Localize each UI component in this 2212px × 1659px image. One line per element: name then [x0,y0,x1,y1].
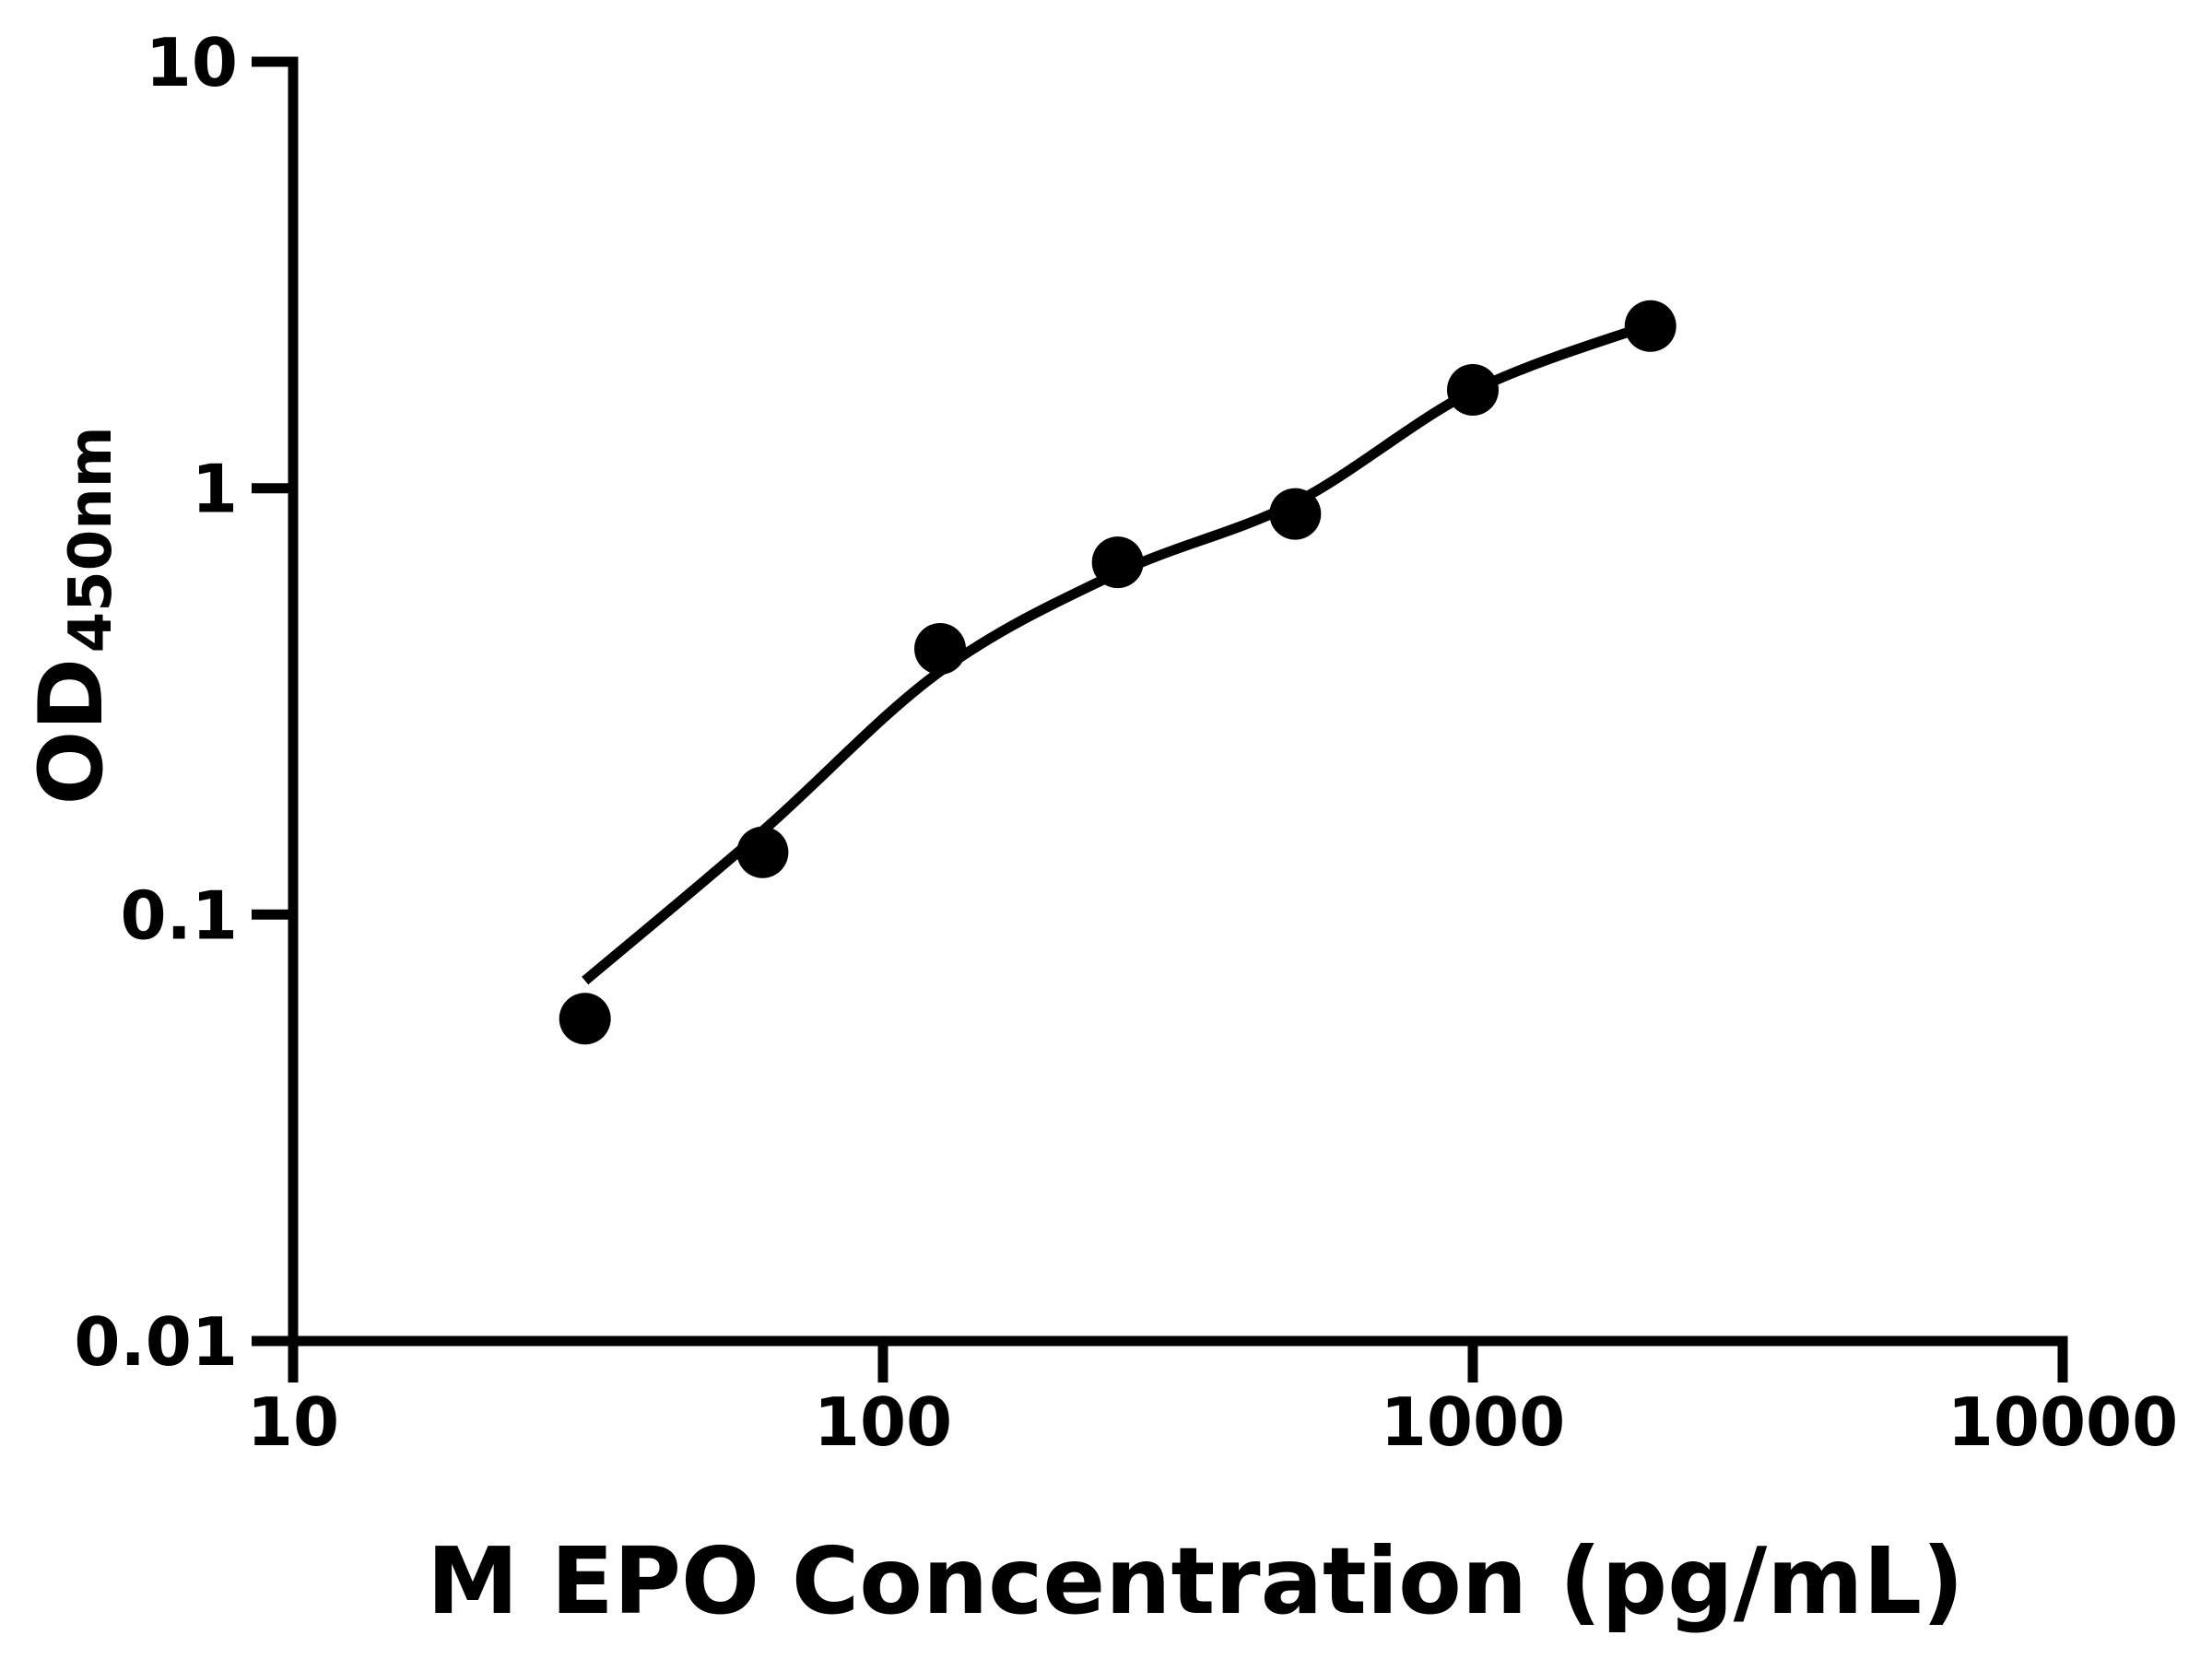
x-tick-labels: 10 100 1000 10000 [247,1383,2178,1461]
y-tick-labels: 10 1 0.1 0.01 [74,24,238,1381]
data-point [1269,488,1322,540]
data-points [559,300,1677,1045]
data-point [914,623,966,675]
x-axis-title-text: M EPO Concentration (pg/mL) [427,1527,1964,1635]
data-point [1447,364,1499,416]
fit-curve [582,319,1653,985]
axis-frame [252,56,2068,1382]
y-tick-label: 1 [192,451,238,528]
x-tick-label: 100 [814,1383,952,1461]
y-axis-title: OD 450nm [21,426,125,805]
y-tick-label: 0.1 [120,877,238,954]
data-point [1624,300,1677,352]
x-tick-label: 10000 [1947,1383,2179,1461]
x-tick-label: 1000 [1381,1383,1565,1461]
y-tick-label: 0.01 [74,1303,238,1381]
y-axis-title-main: OD [21,658,123,806]
y-tick-label: 10 [146,24,238,101]
data-point [1091,536,1144,589]
data-point [559,993,611,1045]
y-axis-title-subscript: 450nm [57,426,125,653]
data-point [736,826,789,878]
x-axis-title: M EPO Concentration (pg/mL) [427,1527,1964,1635]
axis-ticks [252,483,1478,1382]
x-tick-label: 10 [247,1383,339,1461]
